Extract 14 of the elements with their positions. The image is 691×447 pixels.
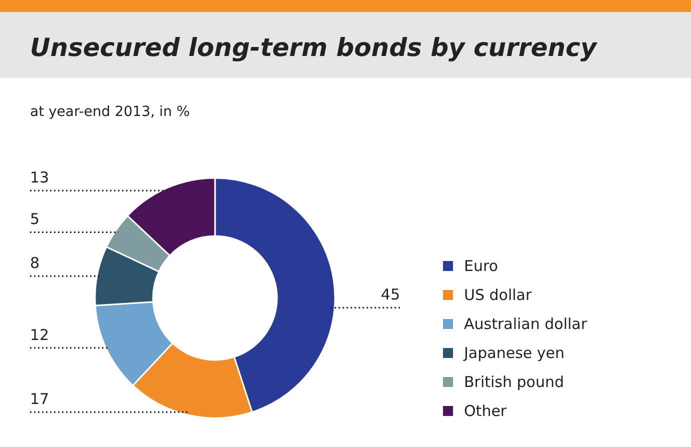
data-label: 45 [380,286,400,304]
legend-label: Euro [464,257,498,275]
chart-title: Unsecured long-term bonds by currency [30,33,598,62]
legend-label: Other [464,402,508,420]
data-label: 5 [30,210,40,228]
legend-label: Australian dollar [464,315,588,333]
legend-label: US dollar [464,286,532,304]
chart-subtitle: at year-end 2013, in % [30,104,190,120]
data-label: 17 [30,390,50,408]
legend-label: Japanese yen [463,344,564,362]
data-label: 13 [30,168,50,187]
legend-label: British pound [464,373,564,391]
data-label: 8 [30,254,40,272]
data-label: 12 [30,326,50,344]
